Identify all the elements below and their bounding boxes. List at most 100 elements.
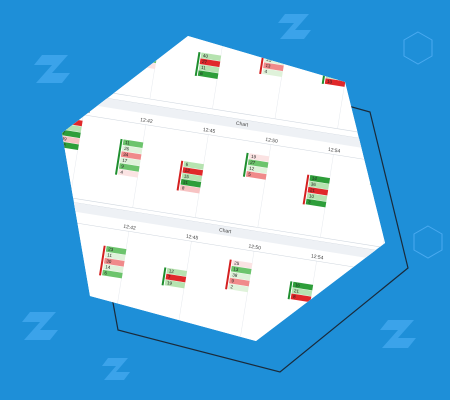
time-label: 12:54: [327, 147, 341, 155]
footprint-cell: [164, 279, 186, 289]
footprint-cell: [248, 153, 270, 162]
cell-value: 30: [106, 258, 112, 264]
time-label: 12:45: [185, 234, 199, 242]
footprint-cell: [180, 178, 202, 188]
footprint-cell: [181, 172, 203, 182]
time-label: 12:42: [140, 117, 154, 125]
cell-value: 12: [169, 268, 175, 274]
column-bar: [242, 152, 249, 177]
cell-value: 36: [311, 181, 317, 187]
footprint-cell: [121, 145, 143, 154]
cell-value: 5: [248, 172, 252, 177]
footprint-cell: [197, 70, 219, 79]
cell-value: 4: [264, 69, 268, 74]
cell-value: 21: [294, 288, 300, 294]
axis-line: [62, 216, 385, 277]
column-bar: [302, 174, 310, 205]
column-bar: [225, 259, 232, 290]
footprint-cell: [102, 263, 124, 273]
cell-value: 19: [251, 154, 257, 160]
footprint-cell: [120, 151, 142, 160]
footprint-cell: [122, 139, 144, 149]
footprint-cell: [182, 167, 204, 176]
cell-value: 8: [293, 294, 297, 299]
cell-value: 2: [230, 284, 234, 289]
cell-value: 38: [232, 272, 238, 278]
footprint-cell: [119, 157, 141, 166]
cell-value: 23: [108, 247, 114, 253]
footprint-cell: [291, 287, 313, 297]
cell-value: 16: [295, 282, 301, 288]
cell-value: 15: [184, 173, 190, 179]
cell-value: 14: [105, 264, 111, 270]
cell-value: 3: [308, 199, 312, 204]
cell-value: 10: [309, 193, 315, 199]
time-label: 12:50: [248, 244, 262, 252]
cell-value: 34: [123, 152, 129, 158]
cell-value: 21: [310, 187, 316, 193]
footprint-cell: [228, 283, 249, 293]
cell-value: 6: [104, 270, 108, 275]
logo-marks: [22, 14, 416, 380]
footprint-cell: [229, 277, 250, 287]
panel-center: Chart: [235, 121, 249, 129]
panel-header: [62, 90, 385, 159]
cell-value: 27: [202, 59, 208, 65]
cell-value: 8: [182, 185, 186, 190]
cell-value: 11: [125, 140, 131, 146]
footprint-cell: [118, 163, 140, 172]
footprint-cell: [62, 135, 80, 145]
column-bar: [287, 281, 293, 300]
footprint-cell: [245, 171, 267, 180]
cell-value: 17: [122, 158, 128, 164]
cell-value: 13: [265, 63, 271, 69]
time-label: 12:42: [123, 224, 137, 232]
footprint-cell: [292, 281, 314, 291]
panel-header: [62, 196, 385, 266]
cell-value: 40: [203, 53, 209, 59]
cell-value: 18: [60, 142, 66, 148]
footprint-cell: [305, 198, 327, 208]
hex-outlines: [403, 31, 443, 259]
cell-value: 14: [311, 176, 317, 182]
footprint-cell: [263, 62, 284, 72]
footprint-cell: [247, 159, 269, 168]
time-label: 12:45: [202, 127, 216, 135]
footprint-cell: [200, 52, 222, 62]
footprint-cell: [324, 78, 346, 87]
cell-value: 6: [200, 71, 204, 76]
footprint-cell: [246, 165, 268, 174]
column-bar: [176, 160, 184, 191]
footprint-cell: [105, 246, 127, 255]
cell-value: 9: [121, 164, 125, 169]
cell-value: 22: [184, 168, 190, 174]
footprint-cell: [166, 267, 188, 277]
column-bar: [161, 267, 167, 286]
footprint-cell: [104, 251, 126, 261]
cell-value: 12: [249, 166, 255, 172]
footprint-cell: [198, 64, 220, 74]
time-label: 12:50: [265, 137, 279, 145]
footprint-cell: [199, 58, 221, 68]
column-bar: [99, 245, 106, 276]
footprint-cell: [165, 273, 187, 283]
footprint-cell: [307, 186, 329, 196]
cell-value: 25: [234, 260, 240, 266]
footprint-cell: [103, 257, 125, 267]
cell-value: 11: [201, 65, 207, 71]
cell-value: 27: [250, 160, 256, 166]
cell-value: 9: [231, 278, 235, 283]
footprint-cell: [102, 269, 123, 279]
cell-value: 11: [107, 252, 113, 258]
cell-value: 25: [266, 57, 272, 63]
cell-value: 39: [61, 136, 67, 142]
footprint-cell: [62, 129, 81, 139]
cell-value: 19: [167, 280, 173, 286]
cell-value: 4: [120, 170, 124, 175]
footprint-cell: [308, 180, 330, 190]
footprint-cell: [229, 271, 251, 281]
column-bar: [194, 52, 201, 77]
panel-bg: [62, 36, 385, 144]
